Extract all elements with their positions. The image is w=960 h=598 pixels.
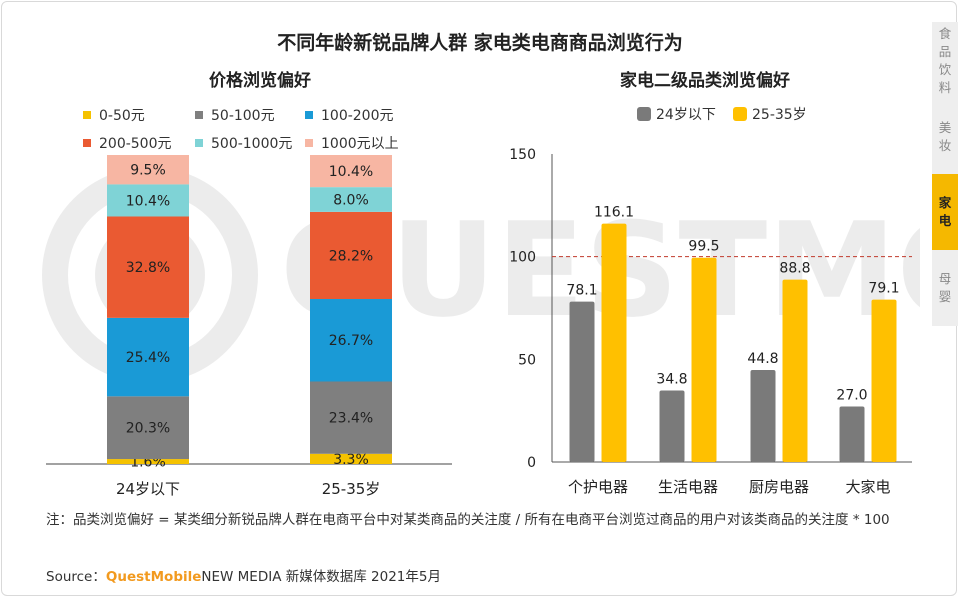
bar: [750, 370, 776, 462]
legend-item-under-24: 24岁以下: [637, 104, 716, 124]
tab-home-appliance[interactable]: 家电: [932, 174, 958, 250]
bar-value-label: 44.8: [747, 351, 778, 367]
legend-item-1000-plus: 1000元以上: [305, 133, 399, 153]
bar: [782, 279, 808, 462]
legend-label: 25-35岁: [752, 107, 807, 123]
segment-value-label: 23.4%: [329, 411, 373, 427]
bar: [569, 301, 595, 462]
x-tick-label: 厨房电器: [749, 478, 809, 496]
segment-value-label: 20.3%: [126, 421, 170, 437]
x-tick-label: 个护电器: [568, 478, 628, 496]
bar-value-label: 79.1: [868, 281, 899, 297]
legend-item-200-500: 200-500元: [83, 133, 172, 153]
legend-swatch: [305, 139, 313, 147]
legend-swatch: [637, 107, 651, 121]
legend-label: 1000元以上: [321, 136, 399, 152]
stacked-bar-segment: [107, 216, 189, 318]
right-chart-title: 家电二级品类浏览偏好: [620, 71, 790, 91]
x-tick-label: 大家电: [845, 478, 890, 496]
segment-value-label: 3.3%: [333, 452, 369, 468]
segment-value-label: 9.5%: [130, 163, 166, 179]
y-tick-label: 50: [518, 352, 536, 368]
stacked-bar-segment: [310, 187, 392, 212]
legend-item-0-50: 0-50元: [83, 105, 145, 125]
segment-value-label: 32.8%: [126, 260, 170, 276]
legend-item-50-100: 50-100元: [195, 105, 275, 125]
tab-label: 美妆: [938, 120, 952, 153]
stacked-bar-chart: 1.6%20.3%25.4%32.8%10.4%9.5%24岁以下3.3%23.…: [46, 155, 452, 498]
bar: [871, 299, 897, 462]
legend-label: 50-100元: [211, 108, 275, 124]
grouped-bar-chart: 0 50 100 150 78.1 116.1 个护电器 34.8 99.5 生活电器 44.8 88…: [509, 147, 912, 496]
stacked-bar-segment: [107, 184, 189, 217]
legend-label: 24岁以下: [656, 107, 716, 123]
stacked-bar-segment: [310, 155, 392, 188]
bar-value-label: 27.0: [836, 388, 867, 404]
left-chart-title: 价格浏览偏好: [209, 71, 311, 91]
tab-beauty[interactable]: 美妆: [932, 100, 958, 174]
tab-label: 家电: [938, 195, 952, 228]
legend-swatch: [83, 111, 91, 119]
footnote: 注：品类浏览偏好 = 某类细分新锐品牌人群在电商平台中对某类商品的关注度 / 所…: [46, 512, 890, 528]
tab-food-beverage[interactable]: 食品饮料: [932, 22, 958, 100]
legend-swatch: [195, 111, 203, 119]
legend-label: 200-500元: [99, 136, 172, 152]
bar-value-label: 99.5: [688, 239, 719, 255]
source-suffix: NEW MEDIA 新媒体数据库 2021年5月: [201, 569, 441, 585]
x-tick-label: 生活电器: [658, 478, 718, 496]
bar: [601, 223, 627, 462]
tab-maternal-baby[interactable]: 母婴: [932, 250, 958, 326]
x-tick-label: 25-35岁: [322, 480, 381, 498]
tab-label: 食品饮料: [938, 26, 952, 95]
bar-value-label: 34.8: [656, 372, 687, 388]
stacked-bar-segment: [310, 211, 392, 299]
stacked-bar-segment: [310, 381, 392, 454]
tab-label: 母婴: [938, 271, 952, 304]
bar-value-label: 116.1: [594, 205, 634, 221]
stacked-bar-segment: [310, 298, 392, 382]
legend-swatch: [305, 111, 313, 119]
segment-value-label: 26.7%: [329, 333, 373, 349]
source-prefix: Source：: [46, 569, 106, 585]
y-tick-label: 100: [509, 250, 536, 266]
legend-swatch: [83, 139, 91, 147]
legend-swatch: [733, 107, 747, 121]
segment-value-label: 28.2%: [329, 248, 373, 264]
side-tab-bar: 食品饮料 美妆 家电 母婴: [932, 22, 958, 326]
legend-item-100-200: 100-200元: [305, 105, 394, 125]
segment-value-label: 10.4%: [126, 193, 170, 209]
source-line: Source：QuestMobileNEW MEDIA 新媒体数据库 2021年…: [46, 565, 441, 585]
legend-swatch: [195, 139, 203, 147]
stacked-bar-segment: [107, 155, 189, 185]
legend-label: 100-200元: [321, 108, 394, 124]
bar-value-label: 88.8: [779, 261, 810, 277]
x-tick-label: 24岁以下: [116, 480, 180, 498]
legend-item-25-35: 25-35岁: [733, 104, 807, 124]
segment-value-label: 10.4%: [329, 164, 373, 180]
bar-value-label: 78.1: [566, 283, 597, 299]
y-tick-label: 0: [527, 455, 536, 471]
segment-value-label: 8.0%: [333, 192, 369, 208]
y-tick-label: 150: [509, 147, 536, 163]
bar: [839, 406, 865, 462]
segment-value-label: 25.4%: [126, 350, 170, 366]
legend-label: 500-1000元: [211, 136, 293, 152]
bar: [659, 390, 685, 462]
stacked-bar-segment: [107, 317, 189, 397]
stacked-bar-segment: [107, 459, 189, 464]
page-title: 不同年龄新锐品牌人群 家电类电商商品浏览行为: [277, 32, 683, 54]
legend-label: 0-50元: [99, 108, 145, 124]
legend-item-500-1000: 500-1000元: [195, 133, 292, 153]
source-brand: QuestMobile: [105, 569, 202, 585]
stacked-bar-segment: [107, 396, 189, 460]
bar: [691, 257, 717, 462]
stacked-bar-segment: [310, 453, 392, 464]
